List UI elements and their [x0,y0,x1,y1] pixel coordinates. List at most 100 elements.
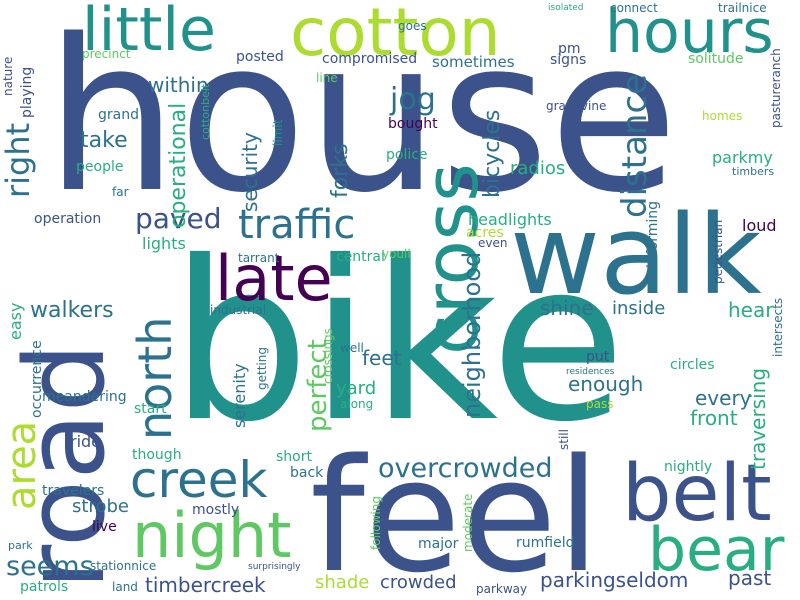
word-police: police [386,147,428,163]
word-ride: ride [70,432,102,451]
word-walkers: walkers [30,298,114,323]
word-feet: feet [362,346,402,370]
word-moderate: moderate [461,493,475,552]
word-parkmy: parkmy [712,148,773,167]
word-circles: circles [670,357,715,373]
word-sometimes: sometimes [432,53,515,71]
word-operational: operational [166,102,191,228]
word-bike: bike [170,214,626,470]
word-past: past [728,566,772,590]
word-even: even [478,236,508,250]
word-youll: youll [382,247,411,261]
word-acres: acres [466,225,504,241]
word-though: though [132,447,182,463]
word-take: take [80,128,128,153]
word-feel: feel [310,425,601,600]
word-every: every [695,386,752,410]
word-residences: residences [566,367,615,377]
word-easy: easy [6,302,25,340]
word-distance: distance [615,73,655,218]
word-walk: walk [510,191,762,319]
word-front: front [690,406,738,430]
word-night: night [132,499,292,572]
word-central: central [336,249,385,265]
word-posted: posted [236,49,284,65]
word-patrols: patrols [20,579,69,595]
word-grapevine: grapevine [546,99,607,113]
word-yard: yard [336,378,377,399]
word-shine: shine [540,296,594,320]
word-trailnice: trailnice [718,1,767,15]
word-area: area [0,420,45,510]
word-security: security [238,132,262,212]
word-parkway: parkway [476,582,528,596]
word-intersects: intersects [771,297,785,357]
word-travelers: travelers [42,483,105,499]
word-timbercreek: timbercreek [145,573,266,597]
word-timbers: timbers [732,165,775,178]
word-neighborhood: neighborhood [458,251,486,418]
word-house: house [45,0,679,239]
word-land: land [112,580,138,594]
word-little: little [82,0,216,65]
word-along: along [340,397,374,411]
word-paved: paved [135,202,222,235]
word-playing: playing [19,66,35,118]
word-cotton: cotton [290,0,501,71]
word-traffic: traffic [238,202,356,248]
word-compromised: compromised [322,51,418,67]
word-bear: bear [648,515,785,585]
word-crowded: crowded [380,572,457,593]
word-crossings: crossings [321,328,335,384]
word-shade: shade [315,572,370,593]
word-hear: hear [728,298,774,322]
word-headlights: headlights [468,210,552,229]
word-rumfield: rumfield [516,535,575,551]
word-grand: grand [98,107,139,123]
word-well: well [340,341,364,355]
word-pm: pm [558,41,581,57]
word-still: still [557,429,571,450]
word-serenity: serenity [230,363,249,428]
word-pedestrian: pedestrian [711,219,725,284]
word-homes: homes [702,109,743,123]
word-overcrowded: overcrowded [378,453,553,484]
word-inside: inside [612,298,666,319]
word-line: line [316,71,338,85]
word-tarrant: tarrant [238,251,280,265]
word-lights: lights [142,234,186,253]
word-start: start [134,401,167,417]
word-north: north [128,316,182,440]
word-hours: hours [605,0,774,67]
word-people: people [76,159,124,175]
word-stationnice: stationnice [90,559,157,573]
word-park: park [8,539,33,552]
word-operation: operation [34,211,102,227]
word-loud: loud [742,216,777,235]
word-live: live [92,519,117,535]
word-following: following [369,496,383,550]
word-solitude: solitude [688,51,744,67]
word-isolated: isolated [548,3,584,13]
word-signs: signs [550,52,587,68]
word-radios: radios [510,158,566,179]
word-late: late [215,242,333,315]
word-precinct: precinct [82,47,131,61]
word-bought: bought [388,116,438,132]
word-right: right [0,122,37,198]
word-limit: limit [271,119,285,146]
word-far: far [112,185,129,199]
word-mostly: mostly [192,502,240,518]
word-surprisingly: surprisingly [248,562,301,572]
word-nature: nature [1,56,15,96]
word-forks: forks [328,143,353,198]
word-creek: creek [130,451,268,509]
word-connect: connect [610,1,658,15]
word-parkingseldom: parkingseldom [540,568,689,592]
word-nightly: nightly [664,459,713,475]
word-pass: pass [586,397,614,411]
word-jog: jog [390,82,436,117]
word-short: short [276,449,312,465]
word-seems: seems [6,551,94,582]
